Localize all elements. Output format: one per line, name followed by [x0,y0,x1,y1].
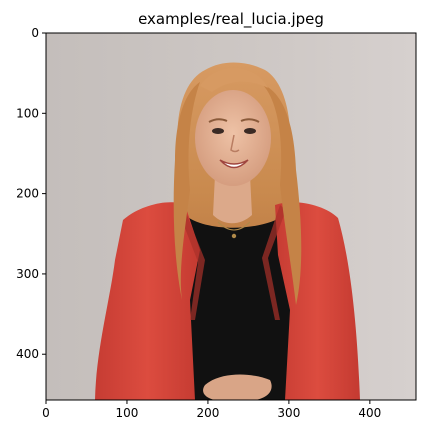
nose [230,134,240,153]
y-tick-label: 400 [16,347,39,361]
necklace-pendant [231,233,237,239]
hair-front-left [173,82,200,300]
hair-front-right [262,84,302,305]
y-tick-label: 0 [31,26,39,40]
x-tick-label: 200 [196,406,219,420]
x-tick-label: 400 [358,406,381,420]
left-eye [212,128,224,134]
portrait-photo [46,33,416,400]
axes-frame [45,32,417,401]
y-tick-label: 100 [16,106,39,120]
x-tick-label: 0 [42,406,50,420]
y-tick-label: 300 [16,267,39,281]
y-tick-label: 200 [16,187,39,201]
smile [219,159,249,169]
right-brow [240,118,260,123]
hair-top [200,68,268,92]
hands [203,374,272,400]
left-brow [208,118,228,123]
right-eye [244,128,256,134]
neck [213,175,252,224]
jacket-left [95,202,200,400]
necklace [217,221,251,231]
y-axis: 0 100 200 300 400 [16,26,46,361]
x-tick-label: 300 [277,406,300,420]
x-tick-label: 100 [116,406,139,420]
jacket-lapel-left [178,205,205,320]
x-axis: 0 100 200 300 400 [42,400,381,420]
figure-title: examples/real_lucia.jpeg [138,10,324,29]
jacket-lapel-right [262,205,286,320]
